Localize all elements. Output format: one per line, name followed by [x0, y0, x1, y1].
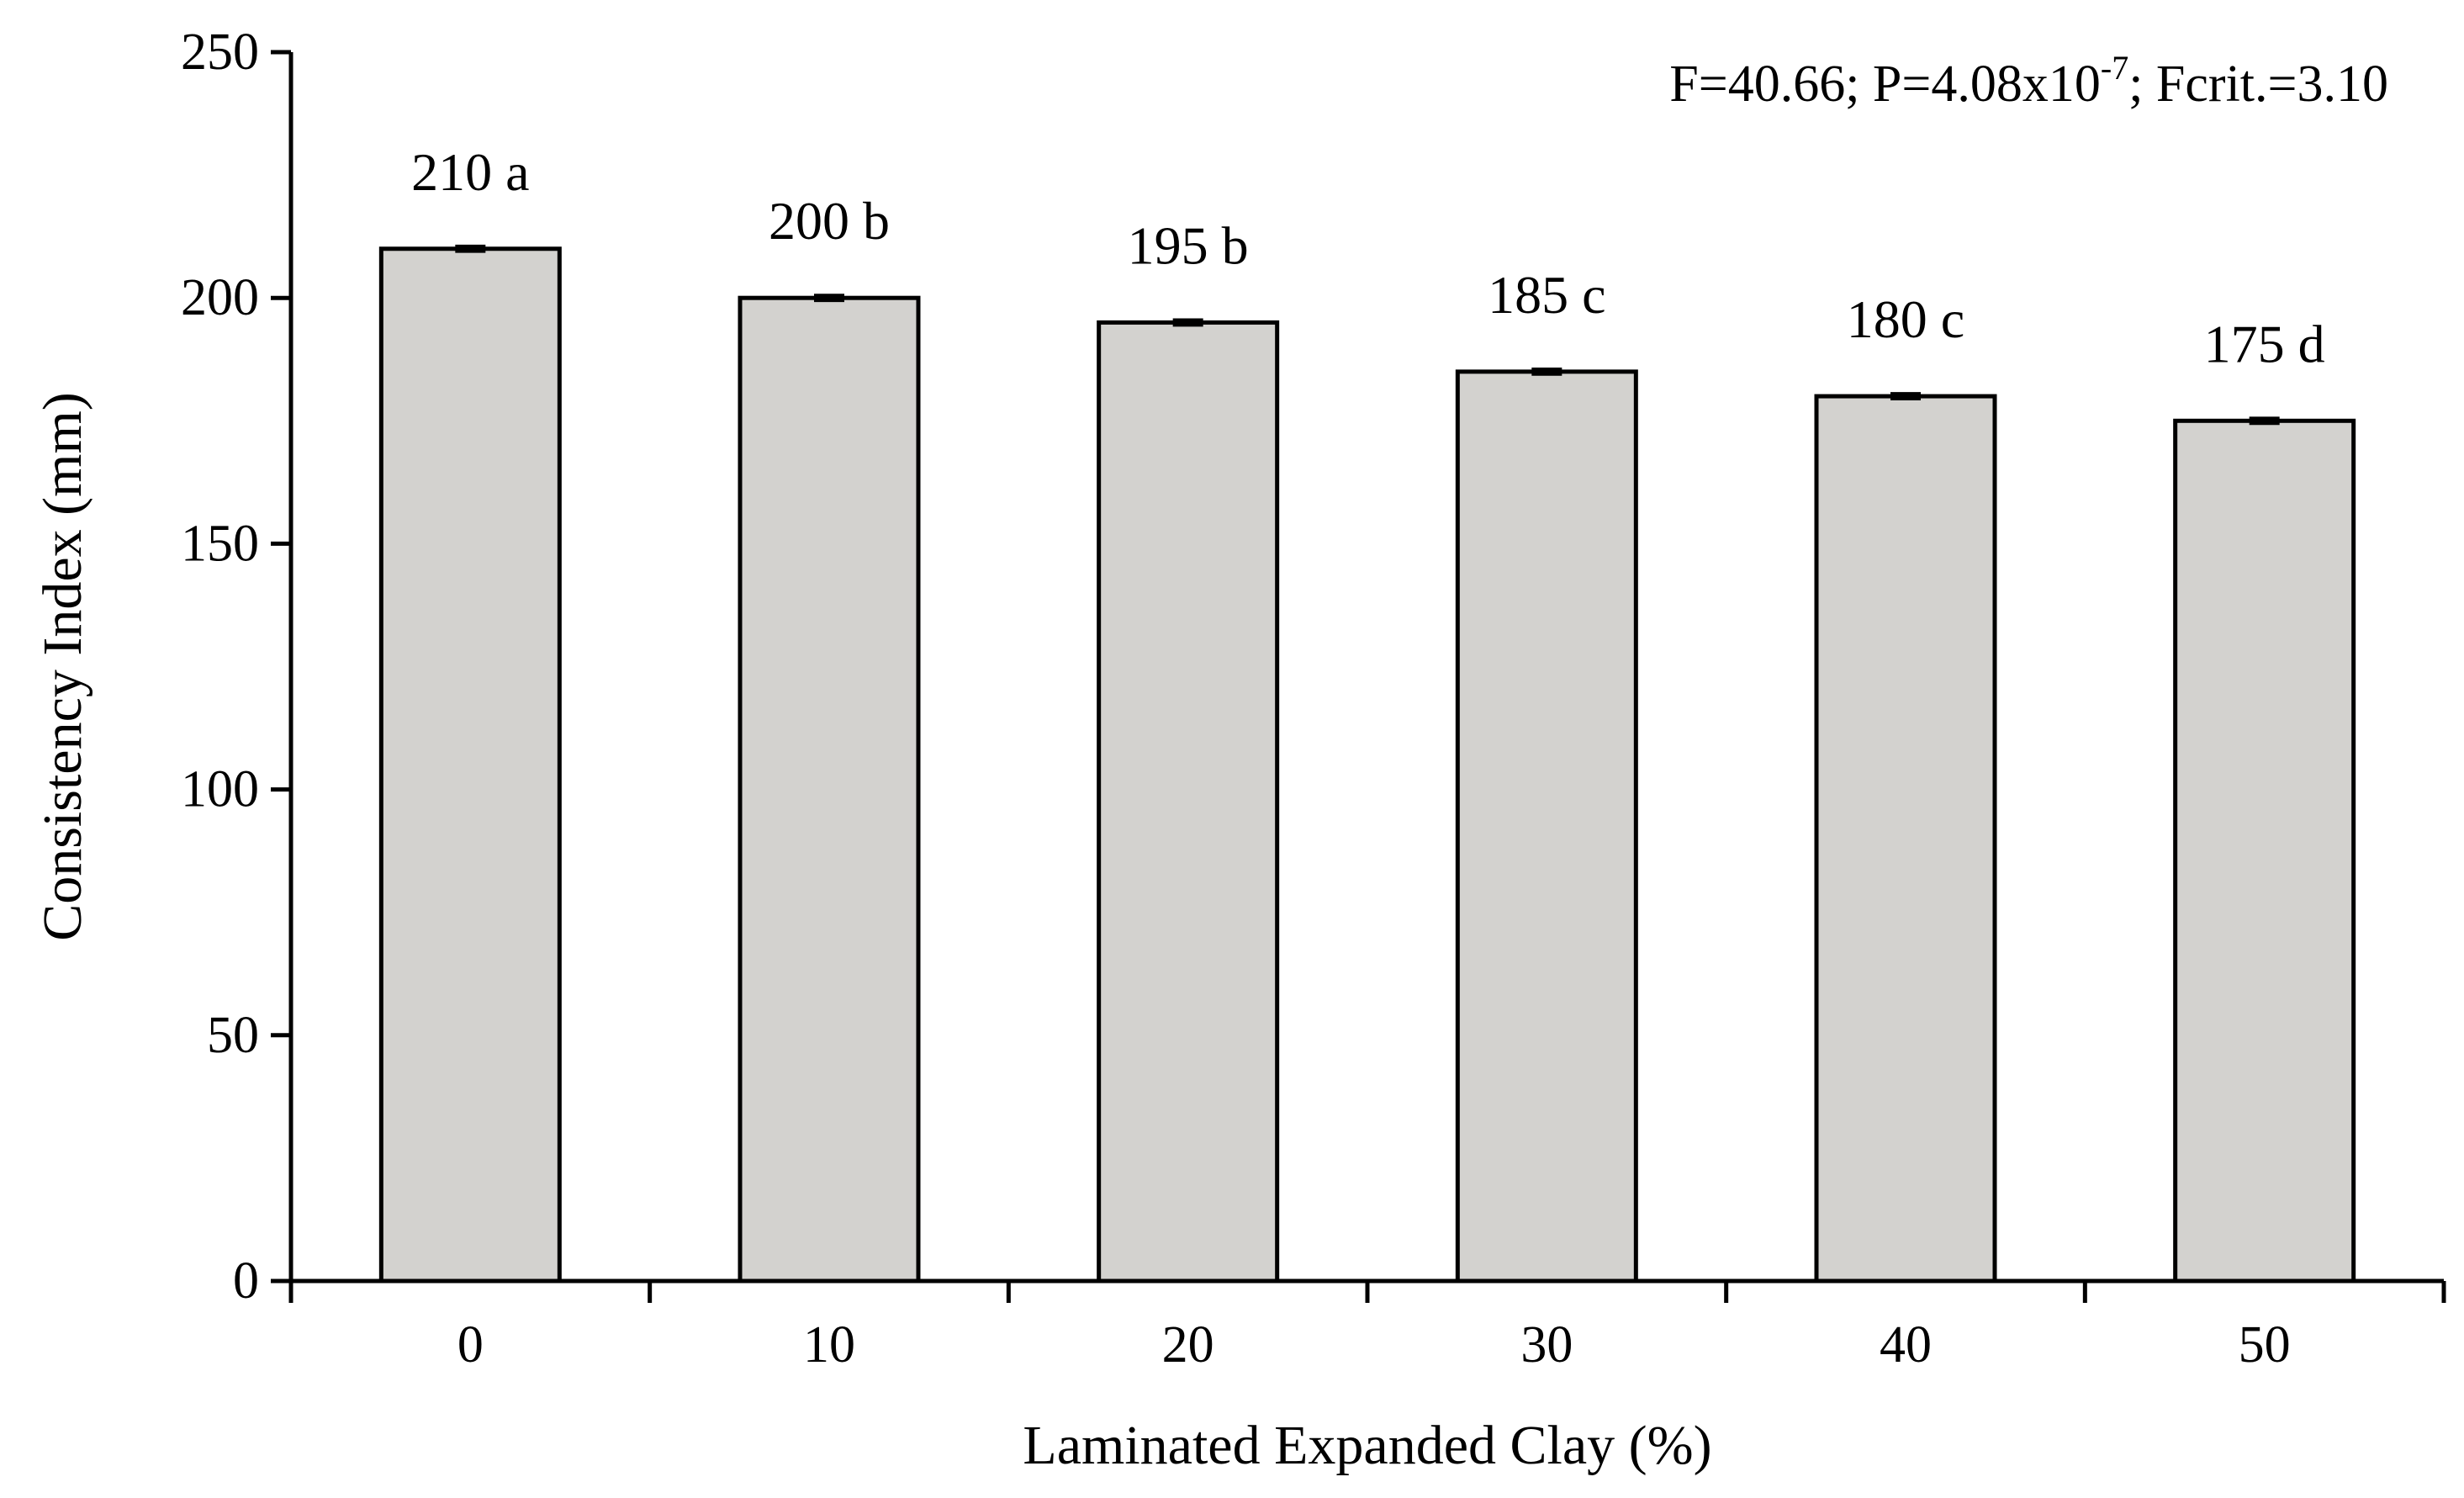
x-tick-label: 30: [1520, 1316, 1573, 1374]
y-tick-label: 250: [181, 24, 259, 81]
stats-exponent: -7: [2101, 49, 2128, 87]
data-label: 180 c: [1847, 289, 1964, 349]
bar: [2173, 418, 2356, 1284]
x-tick-label: 40: [1880, 1316, 1932, 1374]
error-bars-layer: [455, 244, 2280, 426]
y-tick-label: 50: [207, 1007, 259, 1064]
data-label: 185 c: [1488, 265, 1605, 325]
y-axis-title: Consistency Index (mm): [32, 392, 93, 941]
data-label: 210 a: [411, 142, 529, 202]
x-tick-label: 0: [457, 1316, 484, 1374]
data-label: 175 d: [2204, 314, 2325, 373]
bar: [1455, 369, 1638, 1284]
data-label: 200 b: [769, 191, 890, 251]
x-tick-label: 10: [803, 1316, 855, 1374]
bar: [1814, 394, 1997, 1284]
data-label: 195 b: [1128, 215, 1249, 275]
data-labels-layer: 210 a 200 b 195 b 185 c 180 c 175 d: [411, 142, 2325, 374]
bar: [378, 246, 562, 1284]
y-tick-label: 200: [181, 269, 259, 326]
y-tick-label: 100: [181, 761, 259, 818]
y-tick-label: 0: [233, 1252, 259, 1310]
y-tick-label: 150: [181, 515, 259, 572]
stats-prefix: F=40.66; P=4.08x10: [1669, 56, 2101, 113]
bars-layer: [378, 246, 2356, 1284]
x-axis-title: Laminated Expanded Clay (%): [1023, 1415, 1711, 1476]
x-tick-label: 50: [2239, 1316, 2291, 1374]
stats-annotation: F=40.66; P=4.08x10-7; Fcrit.=3.10: [1669, 49, 2388, 113]
bar: [738, 295, 921, 1284]
bar: [1097, 320, 1280, 1284]
x-tick-label: 20: [1162, 1316, 1214, 1374]
ticks-layer: 0 50 100 150 200 250 0 10 20 30 40 50: [181, 24, 2446, 1374]
stats-suffix: ; Fcrit.=3.10: [2128, 56, 2388, 113]
axes-layer: [288, 52, 2444, 1284]
